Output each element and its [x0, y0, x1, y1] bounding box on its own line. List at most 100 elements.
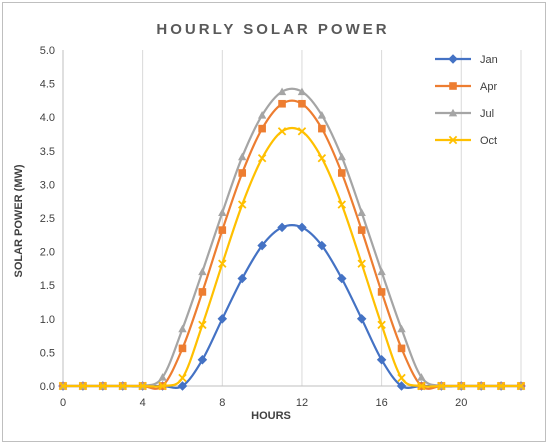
data-point-jul [357, 208, 366, 217]
y-tick-label: 0.0 [40, 381, 55, 393]
marker-stroke [516, 381, 526, 391]
marker-stroke [457, 381, 466, 391]
marker-stroke [496, 381, 506, 391]
data-point-jul [218, 208, 227, 217]
marker-stroke [317, 153, 327, 163]
data-point-oct [218, 259, 227, 268]
marker-stroke [198, 320, 207, 330]
chart-title: HOURLY SOLAR POWER [156, 21, 389, 38]
x-tick-label: 12 [296, 397, 308, 409]
series-line-jan [63, 224, 521, 390]
y-tick-label: 1.5 [40, 280, 55, 292]
data-point-apr [278, 99, 286, 108]
x-tick-label: 20 [455, 397, 467, 409]
data-point-apr [218, 226, 227, 234]
y-tick-label: 3.0 [40, 179, 55, 191]
data-point-oct [237, 200, 247, 209]
data-point-jul [158, 373, 167, 381]
data-point-oct [118, 381, 127, 391]
marker-stroke [397, 373, 406, 383]
data-point-apr [318, 124, 326, 133]
y-tick-label: 4.0 [40, 112, 55, 124]
axes: 0 4 8 12 16 20 0.0 0.5 1.0 1.5 2.0 2.5 3.0 3.5 4.0 4.5 5… [40, 45, 521, 409]
marker-stroke [257, 153, 267, 163]
marker-stroke [476, 381, 486, 391]
data-point-jan [277, 222, 287, 233]
data-point-oct [476, 381, 486, 391]
data-point-jul [377, 267, 386, 276]
legend-item-jul: Jul [435, 108, 494, 120]
x-tick-label: 4 [140, 397, 146, 409]
marker-stroke [78, 381, 88, 391]
marker-stroke [337, 200, 347, 209]
data-point-oct [158, 381, 167, 391]
data-point-oct [297, 127, 307, 136]
data-point-oct [98, 381, 108, 391]
y-tick-label: 2.0 [40, 247, 55, 259]
data-point-oct [397, 373, 406, 383]
data-point-oct [317, 153, 327, 163]
y-tick-label: 5.0 [40, 45, 55, 57]
data-point-apr [298, 99, 306, 108]
legend-label-apr: Apr [480, 81, 497, 93]
marker-stroke [58, 381, 68, 391]
data-point-jan [356, 314, 367, 324]
data-point-oct [496, 381, 506, 391]
legend-item-jan: Jan [435, 54, 498, 66]
data-point-jul [277, 87, 287, 96]
legend-label-jan: Jan [480, 54, 498, 66]
data-point-jul [417, 373, 426, 381]
marker-stroke [417, 381, 426, 391]
data-point-jan [177, 381, 188, 391]
data-point-oct [257, 153, 267, 163]
data-point-jan [197, 355, 208, 365]
data-point-jul [238, 152, 247, 161]
data-point-oct [277, 127, 287, 136]
legend-item-oct: Oct [435, 135, 497, 147]
marker-stroke [277, 127, 287, 136]
marker-stroke [178, 373, 187, 383]
series-group [58, 87, 526, 391]
marker-stroke [437, 381, 446, 391]
marker-stroke [138, 381, 147, 391]
legend-item-apr: Apr [435, 81, 497, 93]
data-point-oct [58, 381, 68, 391]
x-tick-label: 16 [375, 397, 387, 409]
y-tick-label: 3.5 [40, 146, 55, 158]
data-point-jul [198, 267, 207, 276]
legend-label-oct: Oct [480, 135, 497, 147]
y-tick-label: 0.5 [40, 347, 55, 359]
series-oct [58, 126, 526, 391]
data-point-oct [178, 373, 187, 383]
y-axis-title: SOLAR POWER (MW) [13, 164, 25, 277]
legend-marker-oct [448, 135, 458, 145]
data-point-jul [317, 110, 327, 119]
data-point-apr [258, 124, 266, 133]
data-point-oct [357, 259, 366, 268]
data-point-apr [178, 344, 187, 353]
data-point-jul [297, 87, 307, 96]
data-point-jul [178, 324, 187, 333]
marker-stroke [448, 135, 458, 145]
data-point-apr [238, 169, 247, 177]
data-point-apr [397, 344, 406, 353]
marker-stroke [118, 381, 127, 391]
y-tick-label: 1.0 [40, 314, 55, 326]
x-axis-title: HOURS [251, 410, 291, 422]
marker-stroke [377, 320, 386, 330]
series-jan [58, 222, 526, 391]
series-jul [58, 87, 526, 390]
marker-stroke [237, 200, 247, 209]
data-point-apr [357, 226, 366, 234]
x-tick-label: 8 [219, 397, 225, 409]
series-line-oct [63, 126, 521, 388]
data-point-oct [377, 320, 386, 330]
data-point-oct [138, 381, 147, 391]
solar-power-chart: HOURLY SOLAR POWER 0 4 8 12 16 20 0.0 0.5 1.0 1.5… [13, 21, 526, 422]
marker-stroke [297, 127, 307, 136]
y-tick-label: 4.5 [40, 79, 55, 91]
legend-marker-jan [448, 54, 458, 64]
series-line-apr [63, 99, 521, 390]
data-point-oct [516, 381, 526, 391]
series-line-jul [63, 87, 521, 388]
